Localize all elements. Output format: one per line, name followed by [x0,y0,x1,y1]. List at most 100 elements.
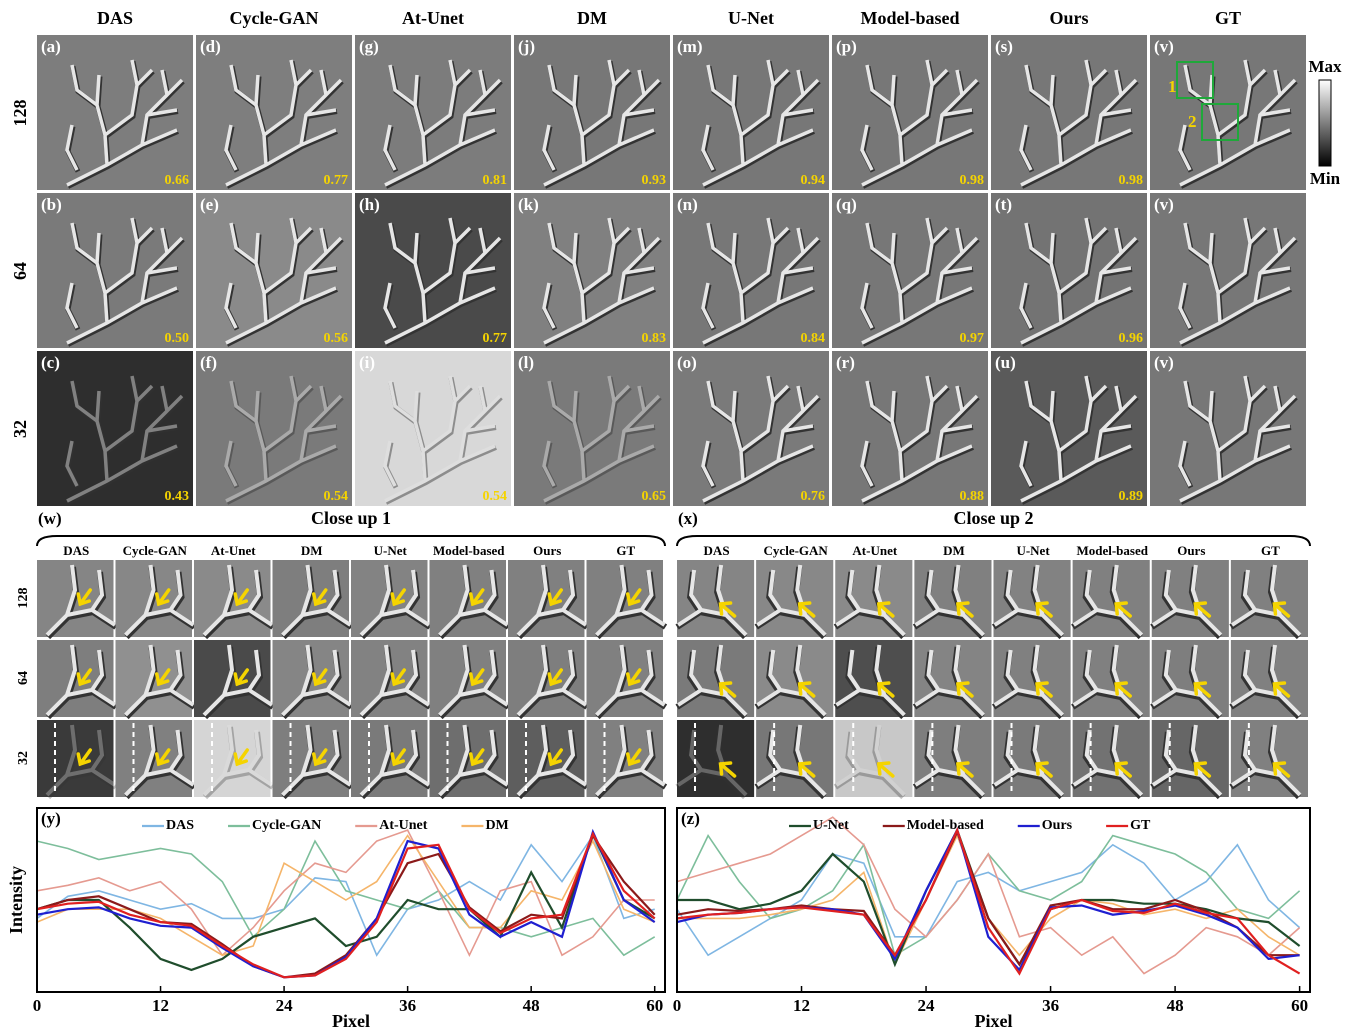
series-line [36,828,656,979]
series-line [676,843,1301,957]
panel-label: (q) [836,195,857,214]
panel-label: (i) [359,353,375,372]
arrow [1114,761,1132,778]
closeup-column-title: GT [1261,543,1280,558]
arrow [626,668,642,687]
row-label: 128 [10,100,30,127]
panel-label: (n) [677,195,698,214]
panel-label: (j) [518,37,535,56]
score: 0.77 [324,173,349,188]
panel-label: (a) [41,37,61,56]
roi-box [1176,61,1214,99]
closeup-column-title: At-Unet [852,543,897,558]
panel-label: (e) [200,195,219,214]
score: 0.76 [801,489,826,504]
y-axis-label: Intensity [6,866,26,934]
x-tick-label: 36 [1042,996,1059,1015]
closeup-row-label: 64 [16,671,31,685]
x-tick-label: 12 [793,996,810,1015]
panel-label: (k) [518,195,539,214]
score: 0.54 [324,489,349,504]
column-title: U-Net [728,8,774,28]
arrow [797,601,816,618]
panel-label: (r) [836,353,855,372]
arrow [155,748,171,767]
score: 0.94 [801,173,826,188]
panel-label: (f) [200,353,217,372]
series-line [36,833,655,957]
score: 0.77 [483,331,508,346]
roi-box [1201,103,1239,141]
arrow [956,601,974,618]
column-title: GT [1215,8,1241,28]
closeup-column-title: Ours [533,543,561,558]
arrow [718,761,737,778]
panel-label: (g) [359,37,379,56]
closeup-column-title: U-Net [1016,543,1050,558]
panel-label: (c) [41,353,60,372]
plot-frame [676,807,1311,993]
x-tick-label: 24 [918,996,936,1015]
bracket [36,535,666,547]
series-line [676,816,1301,975]
arrow [76,668,92,687]
x-tick-label: 60 [1291,996,1308,1015]
closeup-label: (w) [38,509,62,528]
series-line [36,834,656,957]
x-tick-label: 36 [399,996,416,1015]
x-tick-label: 48 [1167,996,1184,1015]
row-label: 32 [10,420,30,438]
score: 0.83 [642,331,667,346]
series-line [677,827,1301,968]
score: 0.84 [801,331,826,346]
series-line [676,828,1300,967]
legend-label: At-Unet [379,818,428,833]
arrow [233,588,249,607]
panel-label: (v) [1154,353,1174,372]
closeup-column-title: DM [301,543,323,558]
arrow [547,668,563,687]
x-tick-label: 24 [276,996,294,1015]
closeup-title: Close up 1 [311,508,391,528]
arrow [718,681,737,698]
closeup-column-title: Model-based [1076,543,1148,558]
score: 0.93 [642,173,667,188]
arrow [469,668,485,687]
x-tick-label: 0 [33,996,42,1015]
score: 0.88 [960,489,985,504]
arrow [876,601,895,618]
panel-label: (h) [359,195,380,214]
score: 0.81 [483,173,508,188]
arrow [876,681,895,698]
panel-label: (l) [518,353,534,372]
x-tick-label: 0 [673,996,682,1015]
roi-label: 1 [1168,77,1177,96]
panel-label: (u) [995,353,1016,372]
arrow [155,668,171,687]
arrow [797,761,816,778]
arrow [390,748,406,767]
closeup-title: Close up 2 [953,508,1033,528]
closeup-column-title: Ours [1177,543,1205,558]
series-line [36,831,656,979]
closeup-column-title: Cycle-GAN [764,543,829,558]
closeup-row-label: 128 [16,588,31,609]
x-tick-label: 12 [152,996,169,1015]
score: 0.43 [165,489,190,504]
colorbar [1318,79,1332,167]
closeup-column-title: Model-based [433,543,505,558]
x-axis-label: Pixel [975,1011,1013,1031]
score: 0.89 [1119,489,1144,504]
legend-label: U-Net [813,818,849,833]
arrow [1114,601,1132,618]
arrow [1272,681,1291,698]
arrow [233,748,249,767]
closeup-column-title: DM [943,543,965,558]
arrow [1035,761,1053,778]
arrow [312,668,328,687]
plot-frame [36,807,666,993]
arrow [1193,761,1212,778]
score: 0.56 [324,331,349,346]
panel-label: (b) [41,195,62,214]
series-line [676,827,1300,972]
